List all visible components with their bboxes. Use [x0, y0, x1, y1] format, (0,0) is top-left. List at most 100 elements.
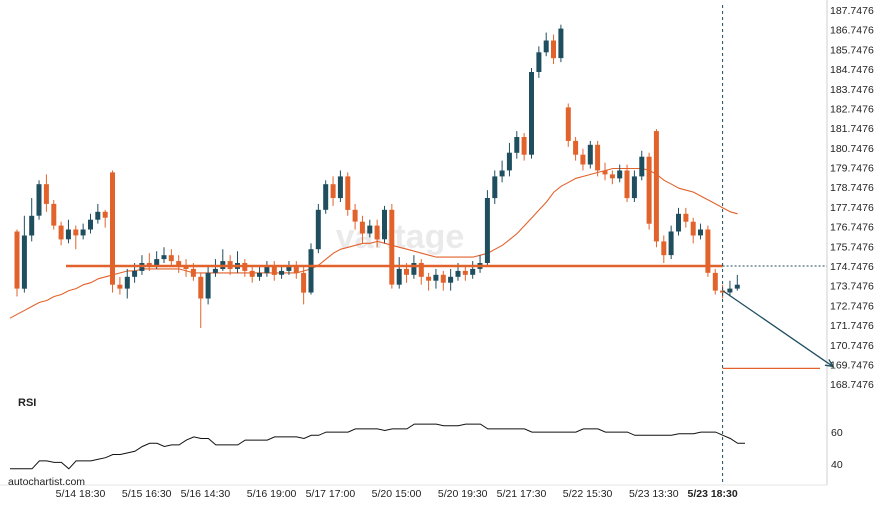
- candles: [14, 24, 740, 329]
- candle-body: [521, 137, 527, 155]
- candle-body: [183, 267, 189, 269]
- candle-body: [102, 211, 108, 218]
- candle-body: [286, 267, 292, 271]
- forecast-arrow-head: [824, 359, 835, 368]
- rsi-tick-label: 40: [831, 459, 843, 471]
- candle-body: [580, 154, 586, 165]
- time-tick-label: 5/16 19:00: [247, 488, 297, 500]
- candle-body: [455, 270, 461, 277]
- price-tick-label: 180.7476: [830, 143, 874, 155]
- price-tick-label: 174.7476: [830, 261, 874, 273]
- candle-body: [506, 152, 512, 171]
- candle-body: [161, 255, 167, 260]
- candle-body: [440, 274, 446, 283]
- rsi-label: RSI: [18, 397, 36, 409]
- price-tick-label: 185.7476: [830, 44, 874, 56]
- time-tick-label: 5/21 17:30: [497, 488, 547, 500]
- time-tick-label: 5/15 16:30: [122, 488, 172, 500]
- candle-body: [301, 272, 307, 293]
- rsi-panel: 60 40: [10, 423, 843, 471]
- candle-body: [154, 259, 160, 267]
- rsi-tick-label: 60: [831, 427, 843, 439]
- candle-body: [190, 268, 196, 277]
- candle-body: [337, 176, 343, 199]
- price-tick-label: 171.7476: [830, 320, 874, 332]
- price-tick-label: 184.7476: [830, 64, 874, 76]
- candle-body: [462, 270, 468, 275]
- candle-body: [264, 267, 270, 273]
- moving-average: [9, 167, 738, 319]
- time-tick-label: 5/14 18:30: [56, 488, 106, 500]
- candle-body: [418, 263, 424, 277]
- candle-body: [536, 52, 542, 72]
- candle-body: [51, 203, 57, 226]
- candle-body: [690, 221, 696, 236]
- price-tick-label: 186.7476: [830, 25, 874, 37]
- candle-body: [426, 276, 432, 281]
- time-tick-label: 5/23 13:30: [629, 488, 679, 500]
- candle-body: [646, 156, 652, 224]
- candle-body: [382, 209, 387, 240]
- candle-body: [271, 267, 277, 275]
- candle-body: [43, 184, 49, 204]
- candle-body: [698, 229, 703, 236]
- candle-body: [624, 170, 630, 199]
- price-tick-label: 183.7476: [830, 84, 874, 96]
- candle-body: [705, 229, 711, 273]
- candle-body: [36, 184, 42, 216]
- candle-body: [279, 270, 285, 275]
- candle-body: [65, 229, 71, 240]
- levels: [66, 5, 835, 485]
- time-tick-label: 5/20 15:00: [372, 488, 422, 500]
- price-axis: 187.7476 186.7476 185.7476 184.7476 183.7476…: [830, 5, 874, 391]
- candle-body: [543, 40, 549, 53]
- candle-body: [734, 284, 740, 289]
- candle-body: [308, 249, 314, 293]
- price-tick-label: 181.7476: [830, 123, 874, 135]
- candle-body: [95, 211, 101, 220]
- watermark: vantage: [336, 218, 465, 256]
- candle-body: [609, 174, 615, 179]
- time-axis: 5/14 18:30 5/15 16:30 5/16 14:30 5/16 19:00…: [56, 488, 738, 500]
- price-tick-label: 182.7476: [830, 104, 874, 116]
- candle-body: [14, 231, 20, 289]
- forecast-arrow-line: [722, 290, 834, 367]
- candle-body: [168, 255, 174, 262]
- candle-body: [80, 229, 86, 236]
- time-tick-label: 5/20 19:30: [438, 488, 488, 500]
- candle-body: [367, 225, 373, 234]
- candle-body: [389, 209, 395, 285]
- price-tick-label: 173.7476: [830, 281, 874, 293]
- price-tick-label: 176.7476: [830, 222, 874, 234]
- price-tick-label: 187.7476: [830, 5, 874, 17]
- candle-body: [617, 170, 623, 179]
- candle-body: [558, 28, 564, 59]
- candle-body: [565, 107, 571, 141]
- candle-body: [176, 261, 182, 267]
- candle-body: [661, 241, 667, 256]
- price-tick-label: 169.7476: [830, 360, 874, 372]
- price-tick-label: 178.7476: [830, 182, 874, 194]
- candle-body: [631, 176, 637, 199]
- candle-body: [374, 225, 380, 240]
- candle-body: [668, 231, 674, 256]
- price-tick-label: 172.7476: [830, 300, 874, 312]
- candle-body: [639, 156, 645, 177]
- candle-body: [293, 267, 299, 273]
- candle-body: [330, 184, 336, 198]
- candle-body: [257, 272, 262, 277]
- candle-body: [124, 276, 130, 289]
- candle-body: [653, 131, 659, 242]
- price-tick-label: 175.7476: [830, 241, 874, 253]
- candle-body: [198, 276, 204, 299]
- candle-body: [720, 290, 726, 293]
- candle-body: [58, 225, 64, 240]
- candle-body: [205, 272, 211, 299]
- candle-body: [499, 170, 505, 177]
- candle-body: [249, 270, 255, 277]
- candle-body: [117, 284, 123, 289]
- candle-body: [492, 176, 498, 199]
- candle-body: [411, 263, 417, 275]
- candle-body: [404, 268, 409, 275]
